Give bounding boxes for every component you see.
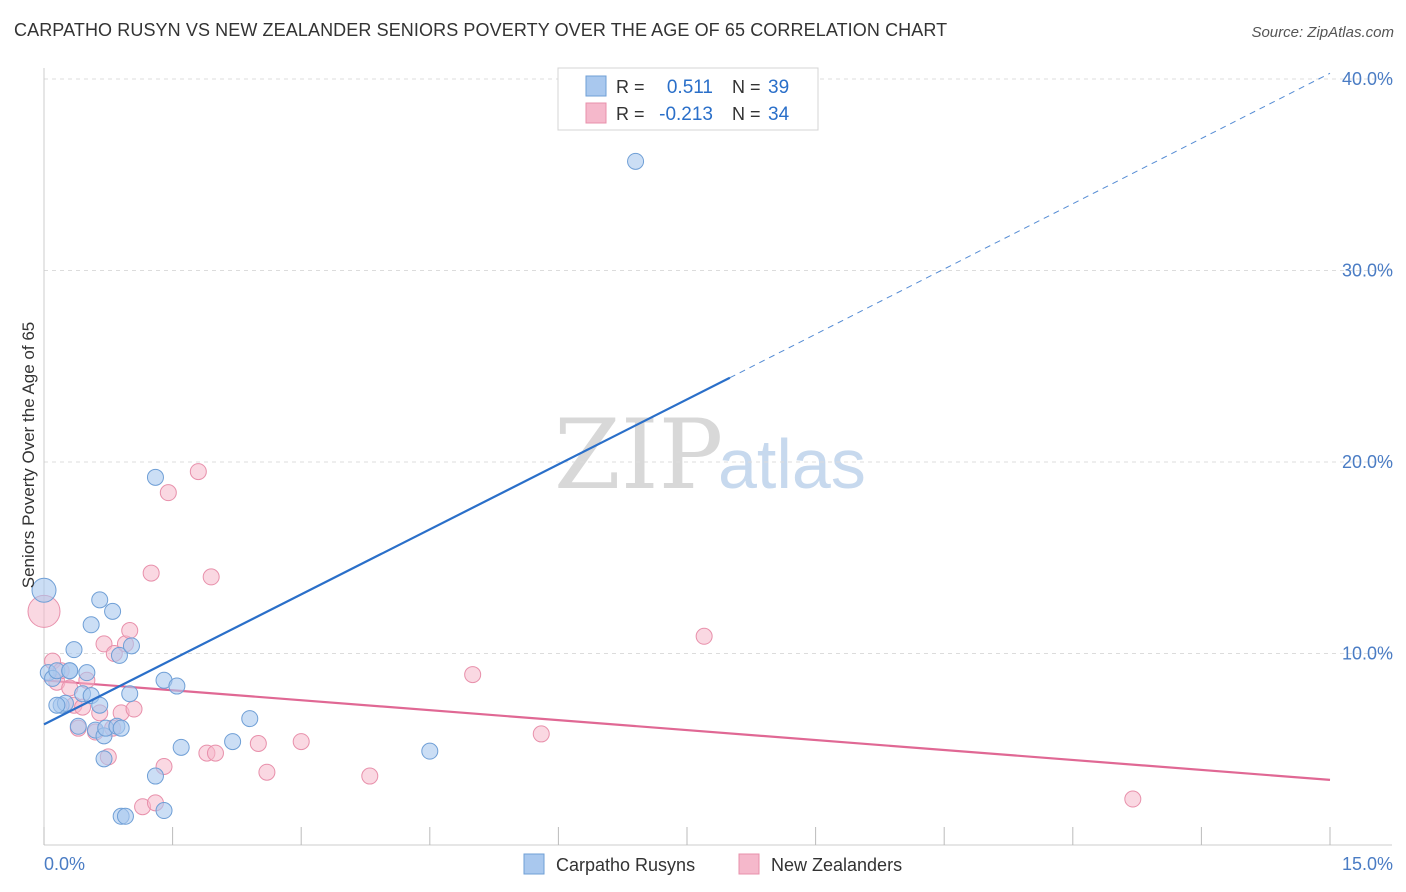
data-point-new-zealanders — [159, 484, 177, 502]
gridlines — [44, 78, 1392, 654]
data-point-carpatho-rusyns — [48, 696, 66, 714]
tick-labels: 10.0% 20.0% 30.0% 40.0% 0.0% 15.0% — [44, 69, 1393, 874]
trend-line-blue-dashed — [729, 72, 1331, 379]
legend-n-value-pink: 34 — [768, 104, 790, 125]
data-point-carpatho-rusyns — [110, 646, 128, 664]
data-point-carpatho-rusyns — [116, 807, 134, 825]
data-point-new-zealanders — [532, 725, 550, 743]
legend-r-label-pink: R = — [616, 104, 645, 124]
legend-n-label-blue: N = — [732, 77, 761, 97]
x-tick-label: 0.0% — [44, 854, 85, 874]
series-legend: Carpatho Rusyns New Zealanders — [523, 853, 902, 875]
data-point-carpatho-rusyns — [146, 468, 164, 486]
data-point-carpatho-rusyns — [122, 637, 140, 655]
data-point-new-zealanders — [258, 763, 276, 781]
legend-label-carpatho-rusyns: Carpatho Rusyns — [556, 855, 695, 875]
data-point-carpatho-rusyns — [61, 662, 79, 680]
series-carpatho-rusyns — [31, 152, 645, 825]
y-axis-label: Seniors Poverty Over the Age of 65 — [19, 322, 38, 588]
data-point-carpatho-rusyns — [95, 750, 113, 768]
y-tick-label: 40.0% — [1342, 69, 1393, 89]
y-tick-label: 30.0% — [1342, 261, 1393, 281]
data-point-new-zealanders — [125, 700, 143, 718]
data-point-new-zealanders — [249, 735, 267, 753]
source-credit: Source: ZipAtlas.com — [1251, 24, 1394, 41]
legend-swatch-pink — [585, 102, 607, 124]
watermark-zip: ZIP — [554, 399, 723, 511]
data-point-carpatho-rusyns — [421, 742, 439, 760]
data-point-new-zealanders — [121, 622, 139, 640]
data-point-carpatho-rusyns — [69, 717, 87, 735]
trend-line-blue-solid — [43, 376, 731, 726]
chart-title: CARPATHO RUSYN VS NEW ZEALANDER SENIORS … — [14, 20, 948, 40]
data-point-new-zealanders — [695, 627, 713, 645]
data-point-carpatho-rusyns — [91, 591, 109, 609]
data-point-carpatho-rusyns — [104, 602, 122, 620]
legend-r-label-blue: R = — [616, 77, 645, 97]
legend-r-value-pink: -0.213 — [659, 104, 713, 125]
watermark-atlas: atlas — [718, 425, 866, 503]
data-point-new-zealanders — [189, 463, 207, 481]
trend-line-pink — [43, 679, 1331, 781]
trend-line-new-zealanders — [43, 679, 1331, 781]
data-point-carpatho-rusyns — [627, 152, 645, 170]
data-point-carpatho-rusyns — [112, 719, 130, 737]
axes — [43, 68, 1392, 846]
y-tick-label: 10.0% — [1342, 644, 1393, 664]
legend-swatch-new-zealanders — [738, 853, 760, 875]
data-point-carpatho-rusyns — [65, 641, 83, 659]
legend-r-value-blue: 0.511 — [667, 77, 713, 98]
correlation-legend: R = 0.511 N = 39 R = -0.213 N = 34 — [557, 67, 819, 131]
legend-label-new-zealanders: New Zealanders — [771, 855, 902, 875]
data-point-carpatho-rusyns — [82, 616, 100, 634]
data-point-new-zealanders — [361, 767, 379, 785]
data-point-carpatho-rusyns — [31, 577, 57, 603]
legend-swatch-blue — [585, 75, 607, 97]
data-point-new-zealanders — [1124, 790, 1142, 808]
data-point-carpatho-rusyns — [146, 767, 164, 785]
data-point-new-zealanders — [206, 744, 224, 762]
legend-swatch-carpatho-rusyns — [523, 853, 545, 875]
y-tick-label: 20.0% — [1342, 452, 1393, 472]
data-point-new-zealanders — [202, 568, 220, 586]
data-point-carpatho-rusyns — [155, 802, 173, 820]
legend-n-value-blue: 39 — [768, 77, 789, 98]
data-point-carpatho-rusyns — [172, 738, 190, 756]
series-new-zealanders — [27, 463, 1142, 816]
data-point-carpatho-rusyns — [78, 664, 96, 682]
trend-line-carpatho-rusyns — [43, 72, 1331, 726]
data-point-carpatho-rusyns — [121, 685, 139, 703]
data-point-new-zealanders — [142, 564, 160, 582]
legend-n-label-pink: N = — [732, 104, 761, 124]
data-point-new-zealanders — [464, 666, 482, 684]
data-point-carpatho-rusyns — [168, 677, 186, 695]
data-point-new-zealanders — [292, 733, 310, 751]
x-tick-label: 15.0% — [1342, 854, 1393, 874]
data-point-carpatho-rusyns — [224, 733, 242, 751]
data-point-carpatho-rusyns — [241, 710, 259, 728]
